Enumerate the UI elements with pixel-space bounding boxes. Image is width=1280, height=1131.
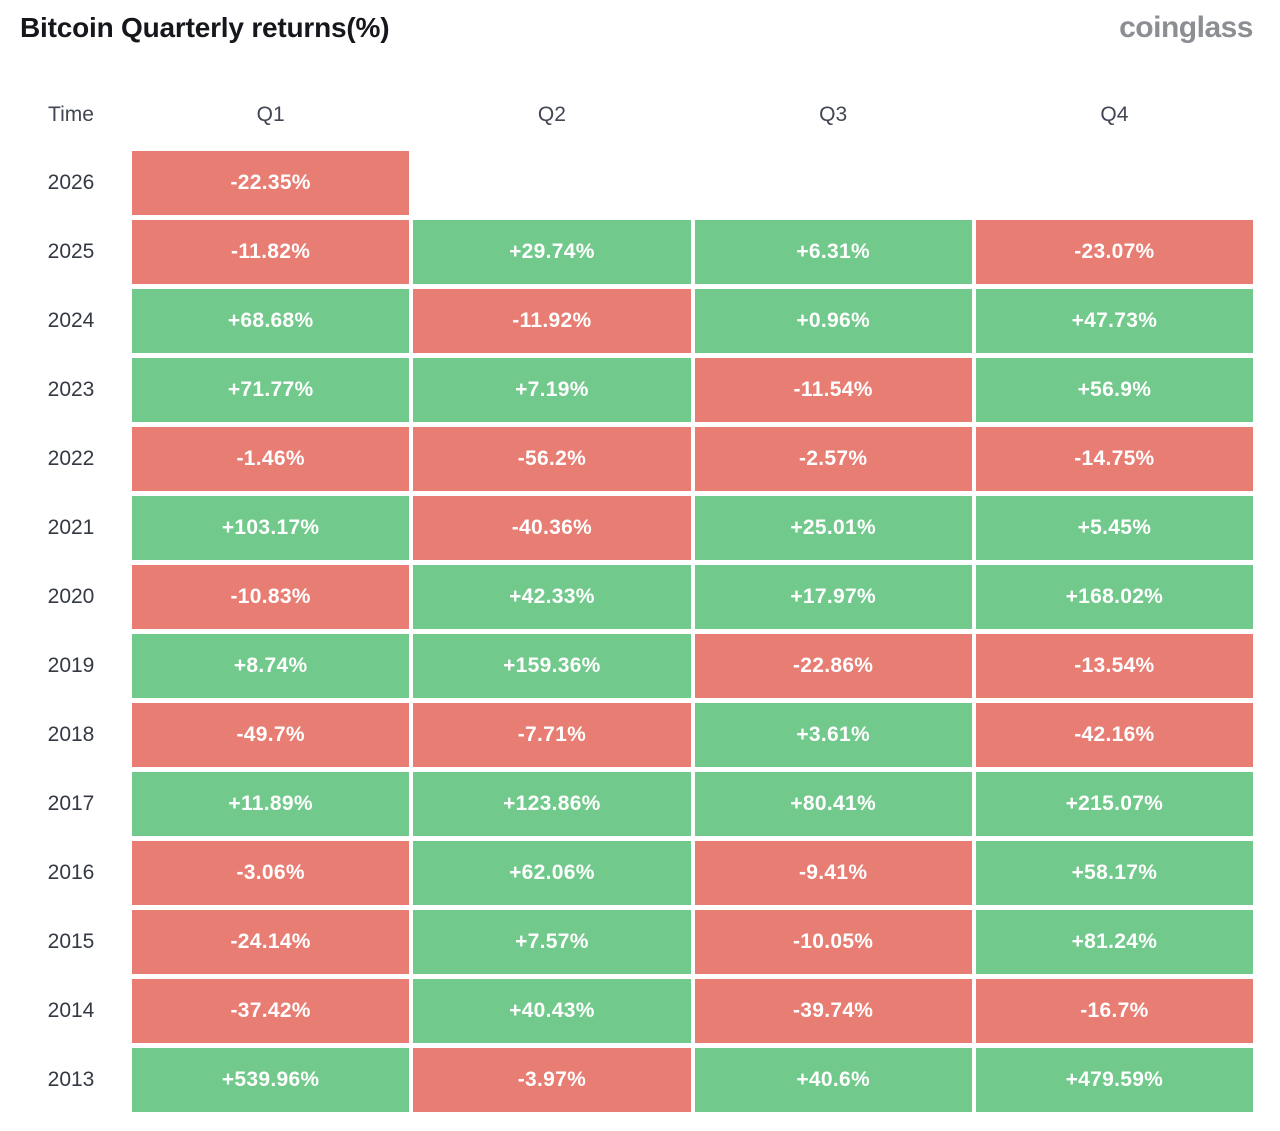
return-cell: -10.05% — [694, 910, 972, 974]
coinglass-logo: coinglass — [1119, 11, 1253, 44]
return-cell: +47.73% — [975, 289, 1253, 353]
table-row: 2024 +68.68% -11.92% +0.96% +47.73% — [0, 289, 1253, 353]
table-row: 2026 -22.35% — [0, 151, 1253, 215]
table-row: 2025 -11.82% +29.74% +6.31% -23.07% — [0, 220, 1253, 284]
return-cell: -24.14% — [132, 910, 410, 974]
return-cell: +58.17% — [975, 841, 1253, 905]
empty-cell — [976, 151, 1253, 215]
return-cell: -7.71% — [413, 703, 691, 767]
return-cell: +7.57% — [413, 910, 691, 974]
column-header-q4: Q4 — [1100, 103, 1129, 126]
return-cell: +40.43% — [413, 979, 691, 1043]
return-cell: -11.92% — [413, 289, 691, 353]
return-cell: +103.17% — [132, 496, 410, 560]
return-cell: +0.96% — [694, 289, 972, 353]
return-cell: -40.36% — [413, 496, 691, 560]
table-row: 2017 +11.89% +123.86% +80.41% +215.07% — [0, 772, 1253, 836]
return-cell: -37.42% — [132, 979, 410, 1043]
table-row: 2023 +71.77% +7.19% -11.54% +56.9% — [0, 358, 1253, 422]
return-cell: -22.35% — [132, 151, 410, 215]
return-cell: +62.06% — [413, 841, 691, 905]
year-label: 2024 — [47, 309, 95, 332]
return-cell: +56.9% — [975, 358, 1253, 422]
year-label: 2014 — [47, 999, 95, 1022]
return-cell: -1.46% — [132, 427, 410, 491]
return-cell: -39.74% — [694, 979, 972, 1043]
column-header-q2: Q2 — [537, 103, 566, 126]
year-label: 2021 — [47, 516, 95, 539]
year-label: 2026 — [47, 171, 95, 194]
table-row: 2018 -49.7% -7.71% +3.61% -42.16% — [0, 703, 1253, 767]
return-cell: +29.74% — [413, 220, 691, 284]
return-cell: +11.89% — [132, 772, 410, 836]
return-cell: -14.75% — [975, 427, 1253, 491]
returns-table-body: 2026 -22.35% 2025 -11.82% +29.74% +6.31% -23.0… — [0, 151, 1253, 1112]
return-cell: +215.07% — [975, 772, 1253, 836]
return-cell: +40.6% — [694, 1048, 972, 1112]
return-cell: -3.06% — [132, 841, 410, 905]
column-header-q1: Q1 — [256, 103, 285, 126]
return-cell: +479.59% — [975, 1048, 1253, 1112]
return-cell: -11.82% — [132, 220, 410, 284]
table-row: 2013 +539.96% -3.97% +40.6% +479.59% — [0, 1048, 1253, 1112]
return-cell: -56.2% — [413, 427, 691, 491]
column-header-q3: Q3 — [819, 103, 848, 126]
return-cell: -16.7% — [975, 979, 1253, 1043]
returns-table: Time Q1 Q2 Q3 Q4 2026 -22.35% 2025 -11.82% +… — [0, 102, 1253, 1112]
table-row: 2015 -24.14% +7.57% -10.05% +81.24% — [0, 910, 1253, 974]
column-header-time: Time — [48, 103, 94, 126]
year-label: 2022 — [47, 447, 95, 470]
return-cell: +25.01% — [694, 496, 972, 560]
year-label: 2018 — [47, 723, 95, 746]
return-cell: +123.86% — [413, 772, 691, 836]
return-cell: -13.54% — [975, 634, 1253, 698]
table-row: 2019 +8.74% +159.36% -22.86% -13.54% — [0, 634, 1253, 698]
return-cell: +6.31% — [694, 220, 972, 284]
table-row: 2020 -10.83% +42.33% +17.97% +168.02% — [0, 565, 1253, 629]
return-cell: +68.68% — [132, 289, 410, 353]
table-header-row: Time Q1 Q2 Q3 Q4 — [0, 102, 1253, 128]
table-row: 2021 +103.17% -40.36% +25.01% +5.45% — [0, 496, 1253, 560]
return-cell: +7.19% — [413, 358, 691, 422]
empty-cell — [695, 151, 972, 215]
return-cell: +42.33% — [413, 565, 691, 629]
return-cell: -9.41% — [694, 841, 972, 905]
return-cell: -3.97% — [413, 1048, 691, 1112]
year-label: 2013 — [47, 1068, 95, 1091]
year-label: 2020 — [47, 585, 95, 608]
page-title: Bitcoin Quarterly returns(%) — [20, 12, 390, 43]
return-cell: +81.24% — [975, 910, 1253, 974]
return-cell: -49.7% — [132, 703, 410, 767]
year-label: 2017 — [47, 792, 95, 815]
return-cell: +80.41% — [694, 772, 972, 836]
year-label: 2019 — [47, 654, 95, 677]
return-cell: -11.54% — [694, 358, 972, 422]
return-cell: +71.77% — [132, 358, 410, 422]
return-cell: -10.83% — [132, 565, 410, 629]
return-cell: -2.57% — [694, 427, 972, 491]
return-cell: +3.61% — [694, 703, 972, 767]
table-row: 2022 -1.46% -56.2% -2.57% -14.75% — [0, 427, 1253, 491]
year-label: 2016 — [47, 861, 95, 884]
return-cell: +159.36% — [413, 634, 691, 698]
return-cell: +17.97% — [694, 565, 972, 629]
return-cell: +5.45% — [975, 496, 1253, 560]
return-cell: +168.02% — [975, 565, 1253, 629]
return-cell: -22.86% — [694, 634, 972, 698]
return-cell: -42.16% — [975, 703, 1253, 767]
return-cell: +539.96% — [132, 1048, 410, 1112]
table-row: 2016 -3.06% +62.06% -9.41% +58.17% — [0, 841, 1253, 905]
empty-cell — [413, 151, 690, 215]
return-cell: +8.74% — [132, 634, 410, 698]
topbar: Bitcoin Quarterly returns(%) coinglass — [0, 0, 1280, 48]
table-row: 2014 -37.42% +40.43% -39.74% -16.7% — [0, 979, 1253, 1043]
return-cell: -23.07% — [975, 220, 1253, 284]
year-label: 2025 — [47, 240, 95, 263]
year-label: 2023 — [47, 378, 95, 401]
year-label: 2015 — [47, 930, 95, 953]
